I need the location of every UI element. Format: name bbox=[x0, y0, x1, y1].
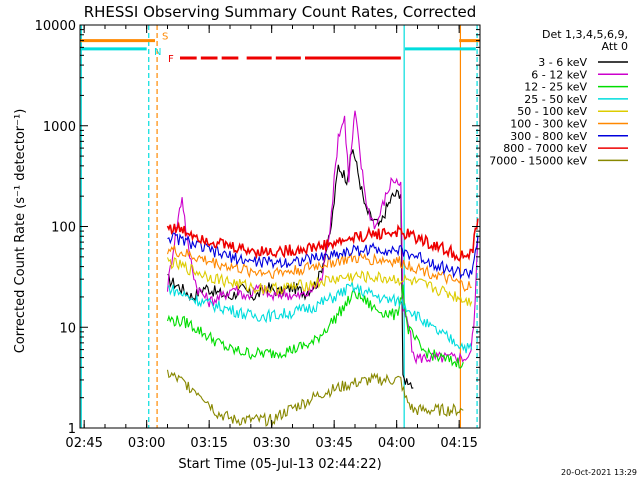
series-line-7 bbox=[166, 218, 479, 262]
y-tick-label-1: 1 bbox=[68, 422, 76, 437]
legend-header-line-2: Att 0 bbox=[602, 40, 628, 53]
series-line-2 bbox=[166, 284, 464, 369]
x-tick-label-5: 04:00 bbox=[378, 436, 415, 451]
y-tick-label-100: 100 bbox=[51, 221, 76, 236]
legend-label-6: 300 - 800 keV bbox=[510, 130, 587, 143]
series-line-5 bbox=[166, 245, 472, 292]
y-axis-label: Corrected Count Rate (s⁻¹ detector⁻¹) bbox=[13, 109, 28, 354]
series-line-1 bbox=[166, 110, 479, 365]
x-tick-label-3: 03:30 bbox=[253, 436, 290, 451]
legend-label-3: 25 - 50 keV bbox=[524, 93, 587, 106]
flag-label-F: F bbox=[168, 54, 174, 65]
y-tick-label-10000: 10000 bbox=[35, 19, 76, 34]
x-tick-label-4: 03:45 bbox=[315, 436, 352, 451]
legend-label-1: 6 - 12 keV bbox=[531, 68, 587, 81]
legend-header-line-1: Det 1,3,4,5,6,9, bbox=[542, 28, 628, 41]
axis-layer: 1 10 100 1000 10000 02:45 03:00 03:15 03:30 03:45… bbox=[35, 19, 481, 451]
flag-label-N: N bbox=[154, 47, 161, 58]
flag-label-S: S bbox=[162, 32, 168, 43]
series-line-3 bbox=[167, 281, 473, 354]
series-line-6 bbox=[167, 232, 479, 280]
x-tick-label-6: 04:15 bbox=[440, 436, 477, 451]
y-tick-label-10: 10 bbox=[59, 321, 76, 336]
x-tick-label-1: 03:00 bbox=[128, 436, 165, 451]
legend-label-5: 100 - 300 keV bbox=[510, 118, 587, 131]
x-axis-label: Start Time (05-Jul-13 02:44:22) bbox=[178, 457, 381, 472]
legend-label-4: 50 - 100 keV bbox=[517, 105, 587, 118]
footer-date: 20-Oct-2021 13:29 bbox=[561, 468, 637, 477]
series-line-8 bbox=[166, 369, 464, 427]
x-tick-label-2: 03:15 bbox=[190, 436, 227, 451]
y-tick-label-1000: 1000 bbox=[43, 120, 76, 135]
legend-label-2: 12 - 25 keV bbox=[524, 81, 587, 94]
legend-label-8: 7000 - 15000 keV bbox=[489, 154, 587, 167]
x-tick-label-0: 02:45 bbox=[65, 436, 102, 451]
legend-label-7: 800 - 7000 keV bbox=[503, 142, 587, 155]
series-line-4 bbox=[166, 257, 473, 308]
chart-title: RHESSI Observing Summary Count Rates, Co… bbox=[84, 3, 477, 21]
legend-label-0: 3 - 6 keV bbox=[538, 56, 587, 69]
